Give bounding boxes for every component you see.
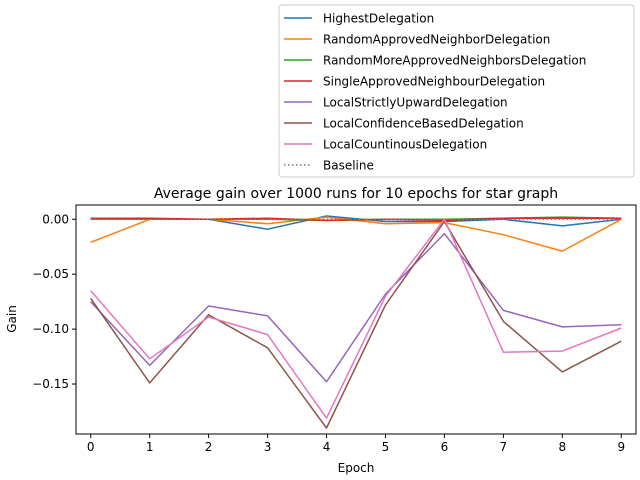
- legend-label: LocalCountinousDelegation: [323, 138, 487, 152]
- chart-title: Average gain over 1000 runs for 10 epoch…: [154, 186, 558, 202]
- legend-label: LocalConfidenceBasedDelegation: [323, 117, 524, 131]
- plot-area: [75, 204, 637, 435]
- series-line-local-confidence-based-delegation: [90, 220, 622, 429]
- series-line-random-approved-neighbor-delegation: [90, 216, 622, 252]
- x-tick-label: 5: [382, 440, 390, 454]
- x-tick-label: 8: [558, 440, 566, 454]
- legend-frame: [278, 4, 635, 178]
- series-line-local-countinous-delegation: [90, 218, 622, 419]
- y-axis-label: Gain: [5, 305, 19, 333]
- y-axis: 0.00 −0.05 −0.10 −0.15: [32, 212, 76, 391]
- y-tick-label: −0.10: [32, 322, 69, 336]
- x-tick-label: 6: [441, 440, 449, 454]
- series-line-local-strictly-upward-delegation: [90, 232, 622, 383]
- legend-label: RandomApprovedNeighborDelegation: [323, 33, 550, 47]
- legend-label: SingleApprovedNeighbourDelegation: [323, 75, 545, 89]
- legend-label: Baseline: [323, 159, 374, 173]
- x-tick-label: 2: [205, 440, 213, 454]
- x-tick-label: 3: [264, 440, 272, 454]
- legend-label: LocalStrictlyUpwardDelegation: [323, 96, 508, 110]
- x-tick-label: 1: [146, 440, 154, 454]
- legend: HighestDelegation RandomApprovedNeighborD…: [278, 4, 635, 178]
- y-tick-label: −0.05: [32, 267, 69, 281]
- series-layer: [90, 215, 622, 429]
- legend-label: RandomMoreApprovedNeighborsDelegation: [323, 54, 586, 68]
- y-tick-label: −0.15: [32, 377, 69, 391]
- x-tick-label: 4: [323, 440, 331, 454]
- x-tick-label: 7: [500, 440, 508, 454]
- x-axis-label: Epoch: [338, 461, 375, 475]
- x-tick-label: 9: [617, 440, 625, 454]
- y-tick-label: 0.00: [42, 212, 69, 226]
- x-tick-label: 0: [87, 440, 95, 454]
- x-axis: 0 1 2 3 4 5 6 7 8 9: [87, 434, 625, 454]
- legend-label: HighestDelegation: [323, 12, 434, 26]
